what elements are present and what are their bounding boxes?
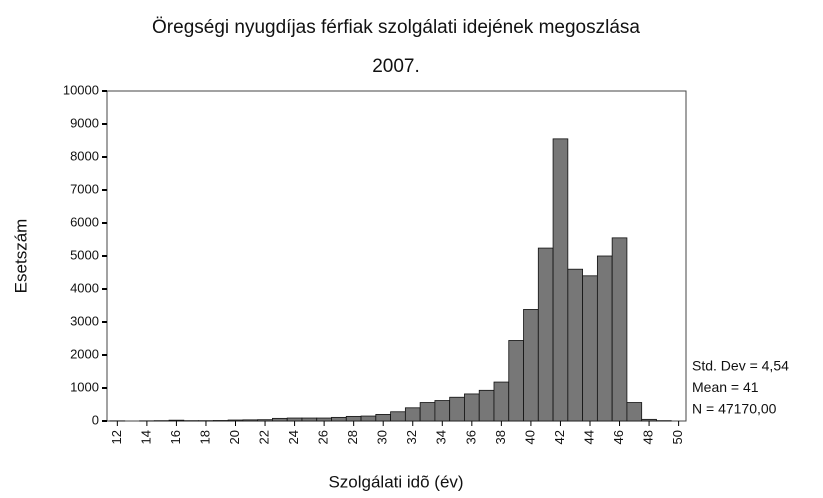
bar — [626, 402, 643, 422]
y-tick-label: 3000 — [70, 313, 99, 328]
x-tick-label: 36 — [463, 430, 478, 444]
x-tick-label: 38 — [493, 430, 508, 444]
x-tick-label: 30 — [375, 430, 390, 444]
x-tick-label: 34 — [434, 430, 449, 444]
y-tick-label: 6000 — [70, 214, 99, 229]
annotation: Std. Dev = 4,54 — [692, 358, 789, 374]
bar — [508, 340, 524, 422]
bar — [257, 419, 273, 422]
x-tick-label: 42 — [552, 430, 567, 444]
x-tick-label: 32 — [404, 430, 419, 444]
x-tick-label: 50 — [670, 430, 685, 444]
x-tick-label: 14 — [138, 430, 153, 444]
chart-subtitle: 2007. — [372, 56, 420, 77]
y-tick-label: 7000 — [70, 181, 99, 196]
bar — [523, 309, 539, 422]
y-tick-label: 1000 — [70, 379, 99, 394]
bar — [227, 419, 244, 422]
bar — [404, 407, 421, 422]
bar — [464, 393, 480, 422]
bar — [449, 396, 465, 422]
x-tick-label: 22 — [256, 430, 271, 444]
bar — [567, 268, 584, 422]
y-tick-label: 8000 — [70, 148, 99, 163]
y-tick-label: 4000 — [70, 280, 99, 295]
bar — [493, 381, 510, 422]
bar — [596, 255, 613, 422]
bar — [611, 237, 628, 422]
x-tick-label: 18 — [197, 430, 212, 444]
y-tick-label: 10000 — [63, 82, 99, 97]
bar — [331, 416, 347, 422]
bar — [641, 418, 657, 422]
bar — [168, 419, 185, 422]
y-tick-label: 2000 — [70, 346, 99, 361]
x-tick-label: 46 — [611, 430, 626, 444]
x-tick-label: 12 — [109, 430, 124, 444]
bar — [419, 402, 436, 422]
bar — [286, 417, 303, 422]
x-tick-label: 48 — [641, 430, 656, 444]
bar — [316, 417, 332, 422]
x-tick-label: 28 — [345, 430, 360, 444]
bar — [301, 417, 318, 422]
bar — [390, 411, 406, 422]
y-axis-label: Esetszám — [11, 219, 30, 294]
annotation: Mean = 41 — [692, 379, 759, 395]
bar — [582, 275, 598, 422]
bar — [272, 417, 288, 422]
x-tick-label: 40 — [522, 430, 537, 444]
y-tick-label: 5000 — [70, 247, 99, 262]
bar — [360, 415, 377, 422]
bar — [537, 247, 554, 422]
bar — [478, 389, 495, 422]
bar — [434, 400, 451, 422]
bar — [552, 138, 569, 422]
bar — [375, 413, 391, 422]
x-tick-label: 16 — [168, 430, 183, 444]
y-tick-label: 0 — [92, 412, 99, 427]
x-tick-label: 20 — [227, 430, 242, 444]
annotation: N = 47170,00 — [692, 401, 777, 417]
x-tick-label: 24 — [286, 430, 301, 444]
x-tick-label: 44 — [581, 430, 596, 444]
x-tick-label: 26 — [316, 430, 331, 444]
chart-title: Öregségi nyugdíjas férfiak szolgálati id… — [152, 17, 640, 38]
x-axis-label: Szolgálati idõ (év) — [328, 472, 463, 491]
y-tick-label: 9000 — [70, 115, 99, 130]
bar — [242, 419, 259, 422]
bar — [345, 415, 362, 422]
